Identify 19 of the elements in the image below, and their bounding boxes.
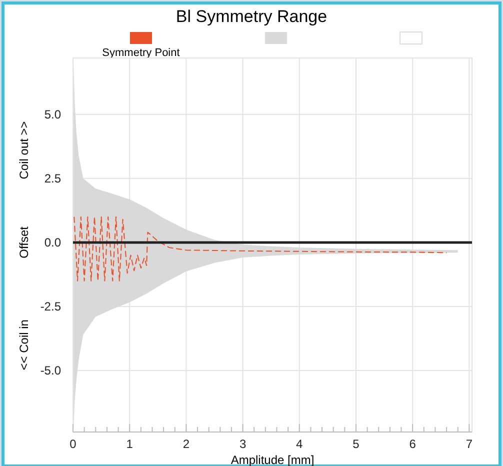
x-tick-label: 2 [182, 437, 190, 451]
x-tick-label: 3 [239, 437, 246, 451]
line-series [74, 216, 448, 282]
x-tick-label: 7 [466, 437, 473, 451]
y-tick-label: -5.0 [40, 364, 62, 378]
text: Coil out >> [17, 121, 31, 180]
x-tick-label: 4 [296, 437, 304, 451]
y-tick-label: 5.0 [44, 107, 62, 122]
y-tick-label: 2.5 [44, 171, 62, 186]
text: << Coil in [17, 320, 31, 370]
legend-label: Symmetry Point [102, 47, 180, 59]
y-tick-label: -2.5 [40, 299, 62, 314]
chart-title: Bl Symmetry Range [176, 7, 328, 26]
y-axis-title: Offset [17, 226, 31, 258]
y-tick-label: 0.0 [44, 235, 62, 250]
x-tick-label: 6 [409, 437, 416, 451]
x-tick-label: 0 [70, 437, 77, 451]
x-tick-label: 1 [126, 437, 134, 451]
x-tick-label: 5 [352, 437, 360, 451]
